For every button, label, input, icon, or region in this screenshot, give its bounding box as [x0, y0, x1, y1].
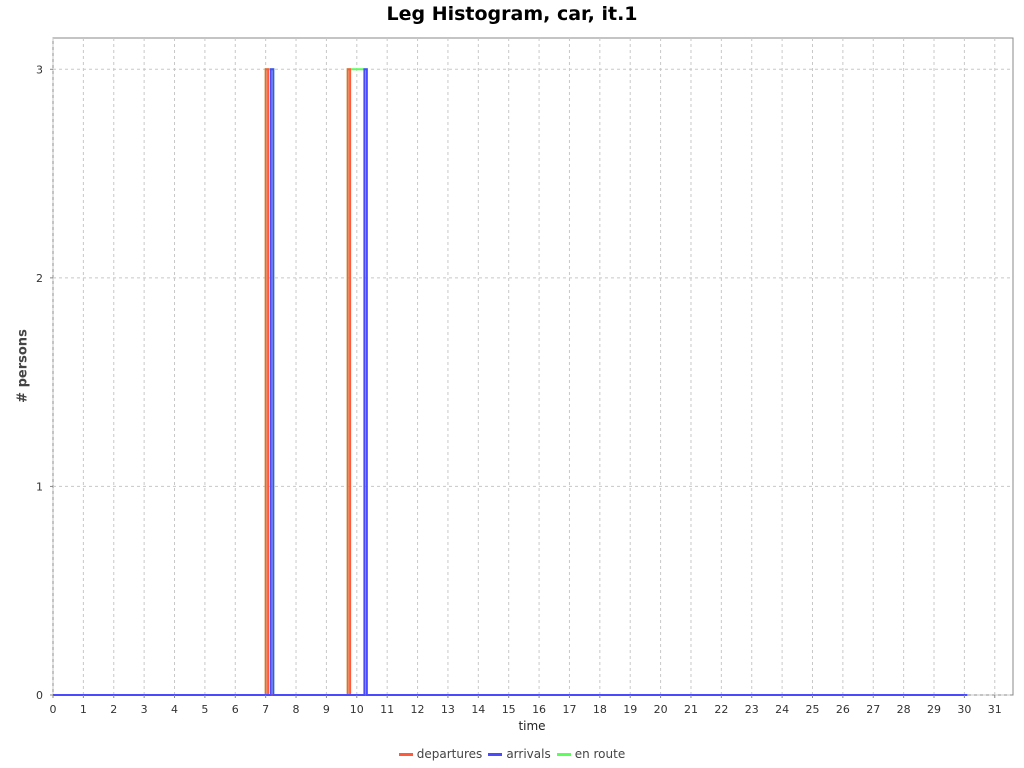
- legend-swatch-en-route: [556, 752, 571, 756]
- y-tick-label: 3: [36, 63, 43, 76]
- x-tick-label: 25: [805, 703, 819, 716]
- y-tick-label: 1: [36, 480, 43, 493]
- x-tick-label: 8: [293, 703, 300, 716]
- x-tick-label: 29: [927, 703, 941, 716]
- x-tick-label: 28: [897, 703, 911, 716]
- x-tick-label: 5: [201, 703, 208, 716]
- x-tick-label: 13: [441, 703, 455, 716]
- x-tick-label: 12: [411, 703, 425, 716]
- x-axis-label: time: [518, 719, 546, 733]
- x-tick-label: 3: [141, 703, 148, 716]
- legend-item-en-route: en route: [556, 747, 626, 761]
- y-tick-label: 0: [36, 689, 43, 702]
- x-tick-label: 1: [80, 703, 87, 716]
- x-tick-label: 7: [262, 703, 269, 716]
- legend-label-en-route: en route: [574, 747, 626, 761]
- legend-swatch-arrivals: [488, 752, 503, 756]
- x-tick-label: 20: [654, 703, 668, 716]
- x-tick-label: 14: [471, 703, 485, 716]
- y-tick-label: 2: [36, 272, 43, 285]
- x-tick-label: 22: [714, 703, 728, 716]
- x-tick-label: 11: [380, 703, 394, 716]
- x-tick-label: 30: [957, 703, 971, 716]
- x-axis-ticks: 0 1 2 3 4 5 6 7 8 9 10 11 12 13 14 15 16 17 18 19 20 21 22 23 24…: [50, 695, 1002, 716]
- chart-title: Leg Histogram, car, it.1: [386, 3, 638, 25]
- plot-background: [52, 37, 1014, 696]
- x-tick-label: 16: [532, 703, 546, 716]
- grid-lines: [52, 38, 1013, 696]
- y-axis-ticks: 0 1 2 3: [36, 63, 53, 702]
- legend-label-arrivals: arrivals: [506, 747, 551, 761]
- x-tick-label: 10: [350, 703, 364, 716]
- legend: departures arrivals en route: [0, 747, 1024, 761]
- x-tick-label: 26: [836, 703, 850, 716]
- legend-item-arrivals: arrivals: [488, 747, 551, 761]
- x-tick-label: 18: [593, 703, 607, 716]
- series-layer: [53, 68, 968, 696]
- x-tick-label: 21: [684, 703, 698, 716]
- x-tick-label: 0: [50, 703, 57, 716]
- x-tick-label: 4: [171, 703, 178, 716]
- x-tick-label: 15: [502, 703, 516, 716]
- x-tick-label: 17: [562, 703, 576, 716]
- x-tick-label: 31: [988, 703, 1002, 716]
- x-tick-label: 2: [110, 703, 117, 716]
- legend-item-departures: departures: [398, 747, 483, 761]
- x-tick-label: 9: [323, 703, 330, 716]
- x-tick-label: 19: [623, 703, 637, 716]
- x-tick-label: 23: [745, 703, 759, 716]
- x-tick-label: 24: [775, 703, 789, 716]
- legend-label-departures: departures: [416, 747, 483, 761]
- legend-swatch-departures: [398, 752, 413, 756]
- series-line-arrivals: [53, 68, 968, 696]
- x-tick-label: 27: [866, 703, 880, 716]
- x-tick-label: 6: [232, 703, 239, 716]
